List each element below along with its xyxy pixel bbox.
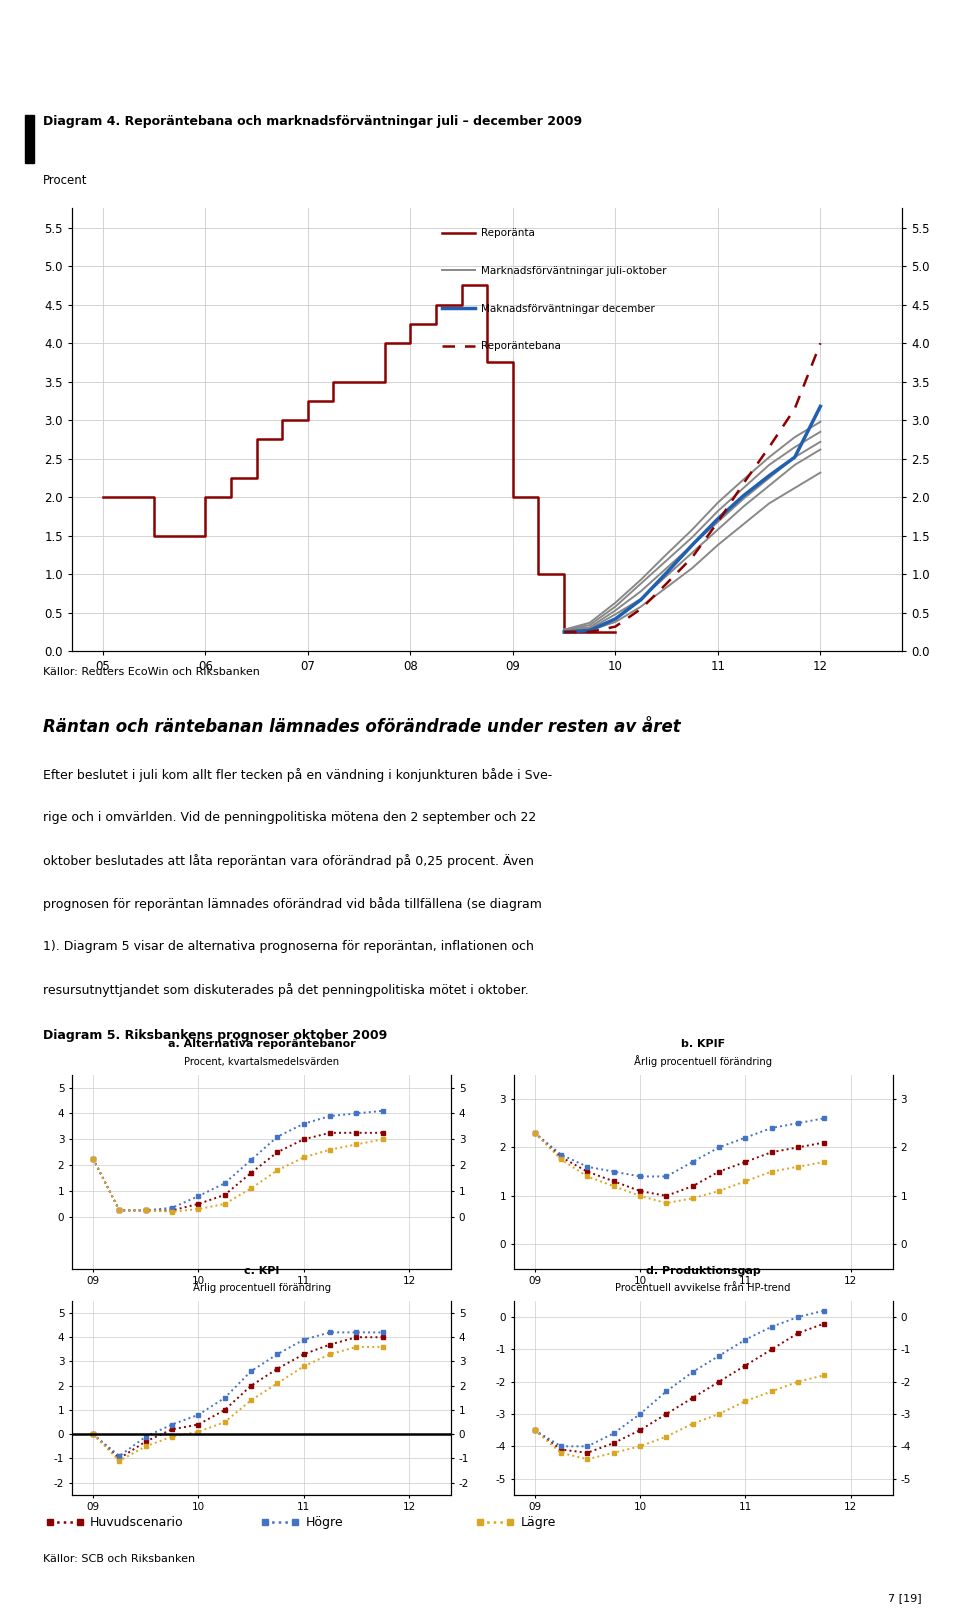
Text: Huvudscenario: Huvudscenario — [90, 1516, 184, 1529]
Text: RIKSBANK: RIKSBANK — [844, 84, 884, 90]
Text: 7 [19]: 7 [19] — [888, 1593, 922, 1603]
Text: prognosen för reporäntan lämnades oförändrad vid båda tillfällena (se diagram: prognosen för reporäntan lämnades oförän… — [43, 897, 542, 911]
Text: Reporänta: Reporänta — [481, 228, 536, 239]
Text: a. Alternativa reporäntebanor: a. Alternativa reporäntebanor — [168, 1039, 355, 1049]
Text: Diagram 5. Riksbankens prognoser oktober 2009: Diagram 5. Riksbankens prognoser oktober… — [43, 1029, 388, 1042]
Text: Högre: Högre — [305, 1516, 343, 1529]
Text: Källor: Reuters EcoWin och Riksbanken: Källor: Reuters EcoWin och Riksbanken — [43, 667, 260, 677]
Text: Procentuell avvikelse från HP-trend: Procentuell avvikelse från HP-trend — [615, 1283, 791, 1293]
Text: Procent: Procent — [43, 173, 87, 186]
Text: Reporäntebana: Reporäntebana — [481, 341, 562, 351]
Text: resursutnyttjandet som diskuterades på det penningpolitiska mötet i oktober.: resursutnyttjandet som diskuterades på d… — [43, 983, 529, 997]
Text: rige och i omvärlden. Vid de penningpolitiska mötena den 2 september och 22: rige och i omvärlden. Vid de penningpoli… — [43, 811, 537, 824]
Text: oktober beslutades att låta reporäntan vara oförändrad på 0,25 procent. Även: oktober beslutades att låta reporäntan v… — [43, 853, 534, 868]
Text: Årlig procentuell förändring: Årlig procentuell förändring — [193, 1281, 330, 1293]
Text: Procent, kvartalsmedelsvärden: Procent, kvartalsmedelsvärden — [184, 1057, 339, 1067]
Text: Årlig procentuell förändring: Årlig procentuell förändring — [635, 1055, 772, 1067]
Text: Maknadsförväntningar december: Maknadsförväntningar december — [481, 304, 655, 314]
Text: d. Produktionsgap: d. Produktionsgap — [646, 1265, 760, 1275]
Text: 1). Diagram 5 visar de alternativa prognoserna för reporäntan, inflationen och: 1). Diagram 5 visar de alternativa progn… — [43, 941, 534, 953]
Text: Marknadsförväntningar juli-oktober: Marknadsförväntningar juli-oktober — [481, 267, 667, 276]
Text: b. KPIF: b. KPIF — [682, 1039, 725, 1049]
Text: Lägre: Lägre — [520, 1516, 556, 1529]
Text: Källor: SCB och Riksbanken: Källor: SCB och Riksbanken — [43, 1555, 195, 1564]
Text: SVERIGES: SVERIGES — [845, 45, 883, 52]
Bar — [25, 115, 34, 163]
Text: Efter beslutet i juli kom allt fler tecken på en vändning i konjunkturen både i : Efter beslutet i juli kom allt fler teck… — [43, 768, 552, 782]
Text: Räntan och räntebanan lämnades oförändrade under resten av året: Räntan och räntebanan lämnades oförändra… — [43, 718, 681, 737]
Text: c. KPI: c. KPI — [244, 1265, 279, 1275]
Text: Diagram 4. Reporäntebana och marknadsförväntningar juli – december 2009: Diagram 4. Reporäntebana och marknadsför… — [43, 115, 583, 128]
